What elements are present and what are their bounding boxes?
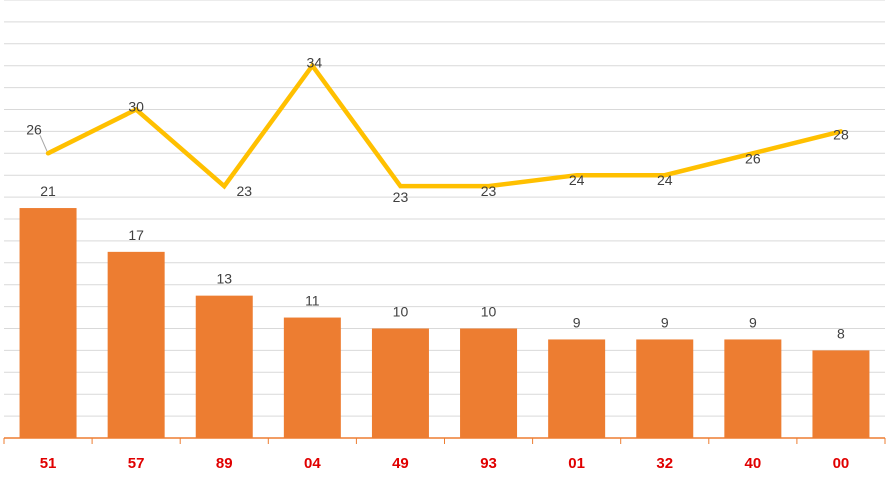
line-value-label: 24	[657, 172, 673, 188]
line-value-label: 28	[833, 126, 849, 142]
line-path	[45, 61, 844, 190]
category-label: 40	[745, 455, 762, 472]
category-label: 89	[216, 455, 233, 472]
line-value-label: 30	[128, 99, 144, 115]
bar	[195, 295, 253, 438]
bar	[107, 251, 165, 438]
line-value-label: 24	[569, 172, 585, 188]
bar	[548, 339, 606, 438]
category-label: 32	[656, 455, 673, 472]
leader-line	[39, 135, 48, 152]
bar-value-label: 8	[837, 325, 845, 341]
line-value-label: 23	[393, 189, 409, 205]
line-value-label: 23	[481, 183, 497, 199]
bar	[812, 350, 870, 438]
line-value-label: 26	[745, 150, 761, 166]
bar-value-label: 9	[749, 314, 757, 330]
bar-value-label: 9	[573, 314, 581, 330]
category-label: 04	[304, 455, 321, 472]
category-label: 51	[40, 455, 57, 472]
line-value-label: 34	[307, 55, 323, 71]
line-series	[45, 61, 844, 190]
line-value-label: 23	[236, 183, 252, 199]
category-label: 49	[392, 455, 409, 472]
bar	[636, 339, 694, 438]
bar	[19, 208, 77, 438]
line-value-label: 26	[26, 121, 42, 137]
category-axis: 51 57 89 04 49 93 01 32 40 00	[3, 437, 886, 472]
bar-value-label: 21	[40, 183, 56, 199]
bar-value-label: 10	[393, 304, 409, 320]
category-label: 57	[128, 455, 145, 472]
bar-series	[19, 208, 870, 438]
bar-value-label: 13	[216, 271, 232, 287]
bar-value-label: 10	[481, 304, 497, 320]
bar-value-label: 9	[661, 314, 669, 330]
category-label: 01	[568, 455, 585, 472]
bar	[283, 317, 341, 438]
data-labels: 21 17 13 11 10 10 9 9 9 8 26 30 23 34 23 23 24 24 26 28	[26, 55, 849, 342]
bar-value-label: 17	[128, 227, 144, 243]
bar-value-label: 11	[305, 293, 320, 309]
bar	[371, 328, 429, 438]
bar	[460, 328, 518, 438]
category-label: 00	[833, 455, 850, 472]
bar	[724, 339, 782, 438]
category-label: 93	[480, 455, 497, 472]
